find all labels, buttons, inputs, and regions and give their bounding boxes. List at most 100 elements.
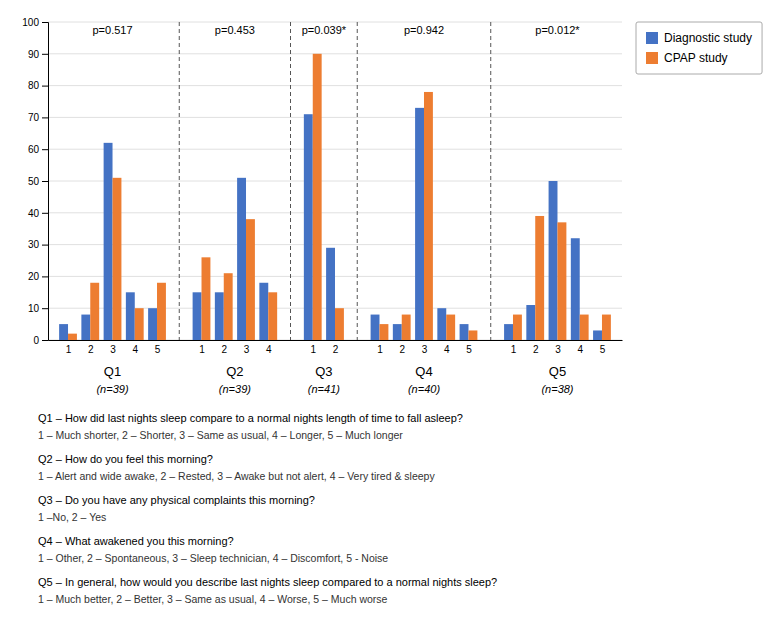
group-name: Q5 — [549, 364, 566, 379]
tick-label: 20 — [28, 271, 40, 282]
annotation-question: Q5 – In general, how would you describe … — [38, 576, 497, 588]
tick: 4 — [132, 340, 138, 355]
tick-label: 2 — [221, 344, 227, 355]
annotation-answers: 1 – Much shorter, 2 – Shorter, 3 – Same … — [38, 429, 403, 441]
dividers — [179, 22, 490, 340]
tick-label: 1 — [377, 344, 383, 355]
tick-mark — [42, 245, 48, 246]
bar — [402, 315, 411, 340]
group-n: (n=39) — [219, 383, 251, 395]
tick-label: 2 — [533, 344, 539, 355]
tick-mark — [42, 213, 48, 214]
bar — [237, 178, 246, 340]
legend: Diagnostic studyCPAP study — [636, 22, 762, 74]
tick: 2 — [88, 340, 94, 355]
tick-label: 80 — [28, 80, 40, 91]
tick: 1 — [66, 340, 72, 355]
series-bars — [59, 108, 602, 340]
group-n: (n=39) — [96, 383, 128, 395]
tick-mark — [42, 276, 48, 277]
tick-label: 30 — [28, 239, 40, 250]
grid — [48, 22, 622, 340]
axis-line — [42, 23, 49, 341]
group-n: (n=38) — [541, 383, 573, 395]
grid-line — [48, 22, 622, 23]
tick: 70 — [28, 112, 48, 123]
axis-line — [49, 340, 623, 341]
x-axis: 123451234121234512345 — [49, 340, 623, 355]
bar — [90, 283, 99, 340]
bar — [415, 108, 424, 340]
bar — [202, 257, 211, 340]
tick-label: 4 — [132, 344, 138, 355]
tick-label: 1 — [511, 344, 517, 355]
tick: 5 — [466, 340, 472, 355]
grid-line — [48, 181, 622, 182]
tick: 1 — [511, 340, 517, 355]
tick: 2 — [333, 340, 339, 355]
bar — [304, 114, 313, 340]
bar — [468, 330, 477, 340]
group-name: Q1 — [104, 364, 121, 379]
tick-label: 4 — [444, 344, 450, 355]
tick-mark — [42, 22, 48, 23]
tick: 1 — [199, 340, 205, 355]
tick-label: 60 — [28, 144, 40, 155]
group-labels: Q1(n=39)p=0.517Q2(n=39)p=0.453Q3(n=41)p=… — [92, 24, 580, 395]
p-value: p=0.039* — [302, 24, 347, 36]
tick-label: 2 — [333, 344, 339, 355]
bar — [268, 292, 277, 340]
tick-label: 2 — [88, 344, 94, 355]
grid-line — [48, 212, 622, 213]
bar — [593, 330, 602, 340]
annotation-question: Q4 – What awakened you this morning? — [38, 535, 234, 547]
bar — [81, 315, 90, 340]
bar — [526, 305, 535, 340]
tick-label: 1 — [66, 344, 72, 355]
bar — [446, 315, 455, 340]
annotation-answers: 1 – Much better, 2 – Better, 3 – Same as… — [38, 593, 388, 605]
tick-label: 3 — [555, 344, 561, 355]
tick: 80 — [28, 80, 48, 91]
grid-line — [48, 85, 622, 86]
tick: 3 — [244, 340, 250, 355]
series-bars — [68, 54, 611, 340]
tick: 3 — [110, 340, 116, 355]
tick-label: 4 — [266, 344, 272, 355]
tick-label: 3 — [110, 344, 116, 355]
bar — [113, 178, 122, 340]
tick-mark — [42, 86, 48, 87]
group-divider — [290, 22, 291, 340]
tick: 5 — [155, 340, 161, 355]
bar — [224, 273, 233, 340]
tick-label: 70 — [28, 112, 40, 123]
tick: 50 — [28, 176, 48, 187]
bar — [571, 238, 580, 340]
tick: 1 — [310, 340, 316, 355]
bar — [193, 292, 202, 340]
legend-swatch — [646, 52, 658, 64]
p-value: p=0.453 — [215, 24, 255, 36]
bar — [313, 54, 322, 340]
tick: 1 — [377, 340, 383, 355]
legend-label: CPAP study — [664, 51, 728, 65]
tick: 5 — [600, 340, 606, 355]
annotation-answers: 1 – Alert and wide awake, 2 – Rested, 3 … — [38, 470, 435, 482]
tick: 40 — [28, 208, 48, 219]
bar — [157, 283, 166, 340]
bar — [259, 283, 268, 340]
group-name: Q3 — [315, 364, 332, 379]
bar — [460, 324, 469, 340]
group-n: (n=40) — [408, 383, 440, 395]
tick: 20 — [28, 271, 48, 282]
bar — [371, 315, 380, 340]
tick: 10 — [28, 303, 48, 314]
tick: 60 — [28, 144, 48, 155]
p-value: p=0.517 — [92, 24, 132, 36]
bar — [504, 324, 513, 340]
grid-line — [48, 149, 622, 150]
bar — [379, 324, 388, 340]
group-name: Q4 — [415, 364, 432, 379]
bar — [549, 181, 558, 340]
group-divider — [179, 22, 180, 340]
